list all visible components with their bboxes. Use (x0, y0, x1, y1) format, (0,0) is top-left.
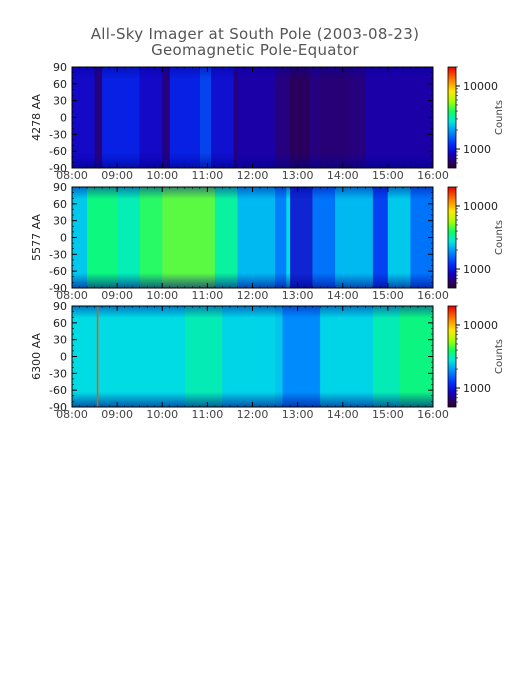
y-tick-label: -60 (49, 384, 67, 397)
y-tick-label: 60 (53, 78, 67, 91)
x-tick-label: 10:00 (146, 408, 178, 421)
x-tick-label: 09:00 (101, 289, 133, 302)
x-tick-label: 16:00 (417, 289, 449, 302)
x-tick-label: 13:00 (282, 289, 314, 302)
y-tick-label: -90 (49, 401, 67, 414)
chart-title: All-Sky Imager at South Pole (2003-08-23… (90, 25, 420, 43)
x-tick-label: 09:00 (101, 408, 133, 421)
x-tick-label: 10:00 (146, 289, 178, 302)
x-tick-label: 12:00 (237, 289, 269, 302)
y-tick-label: 90 (53, 61, 67, 74)
x-tick-label: 13:00 (282, 169, 314, 182)
x-tick-label: 14:00 (327, 289, 359, 302)
y-tick-label: -90 (49, 162, 67, 175)
x-tick-label: 10:00 (146, 169, 178, 182)
x-tick-label: 14:00 (327, 169, 359, 182)
chart-subtitle: Geomagnetic Pole-Equator (151, 41, 359, 59)
y-tick-label: 90 (53, 181, 67, 194)
colorbar-label: Counts (494, 339, 505, 374)
x-tick-label: 09:00 (101, 169, 133, 182)
x-tick-label: 08:00 (56, 169, 88, 182)
x-tick-label: 12:00 (237, 169, 269, 182)
x-tick-label: 12:00 (237, 408, 269, 421)
x-tick-label: 11:00 (192, 289, 224, 302)
colorbar-label: Counts (494, 220, 505, 255)
x-tick-label: 08:00 (56, 289, 88, 302)
colorbar (447, 305, 457, 408)
colorbar (447, 66, 457, 169)
heatmap-streak (96, 306, 99, 407)
y-tick-label: 30 (53, 95, 67, 108)
x-tick-label: 14:00 (327, 408, 359, 421)
y-axis-label: 5577 AA (30, 214, 43, 261)
x-tick-label: 11:00 (192, 408, 224, 421)
y-tick-label: 60 (53, 317, 67, 330)
x-tick-label: 11:00 (192, 169, 224, 182)
colorbar-tick-label: 10000 (463, 200, 498, 213)
y-tick-label: -60 (49, 145, 67, 158)
x-tick-label: 13:00 (282, 408, 314, 421)
y-axis-label: 4278 AA (30, 94, 43, 141)
heatmap-edge-shade (72, 306, 433, 407)
colorbar-tick-label: 10000 (463, 80, 498, 93)
colorbar-tick-label: 1000 (463, 382, 491, 395)
y-tick-label: -90 (49, 282, 67, 295)
y-tick-label: -30 (49, 248, 67, 261)
y-tick-label: 90 (53, 300, 67, 313)
x-tick-label: 16:00 (417, 169, 449, 182)
panel-1: 90 60 30 0 -30 -60 -90 4278 AA 08:00 09:00 10:00 11… (30, 61, 505, 182)
colorbar-tick-label: 10000 (463, 319, 498, 332)
chart-title-block: All-Sky Imager at South Pole (2003-08-23… (0, 26, 510, 58)
y-tick-label: 0 (60, 112, 67, 125)
y-tick-label: -30 (49, 128, 67, 141)
x-tick-label: 15:00 (372, 289, 404, 302)
y-tick-label: 30 (53, 334, 67, 347)
y-tick-label: 0 (60, 232, 67, 245)
y-axis-label: 6300 AA (30, 333, 43, 380)
x-tick-label: 08:00 (56, 408, 88, 421)
colorbar-label: Counts (494, 100, 505, 135)
x-tick-label: 15:00 (372, 408, 404, 421)
heatmap-edge-shade (72, 187, 433, 288)
y-tick-label: -60 (49, 265, 67, 278)
panel-2: 90 60 30 0 -30 -60 -90 5577 AA 08:00 09:00 10:00 11… (30, 181, 505, 302)
panel-3: 90 60 30 0 -30 -60 -90 6300 AA 08:00 09:00 10:00 11… (30, 300, 505, 421)
x-tick-label: 16:00 (417, 408, 449, 421)
colorbar-tick-label: 1000 (463, 263, 491, 276)
x-tick-label: 15:00 (372, 169, 404, 182)
heatmap-edge-shade (72, 67, 433, 168)
y-tick-label: 0 (60, 351, 67, 364)
y-tick-label: 60 (53, 198, 67, 211)
colorbar (447, 186, 457, 289)
colorbar-tick-label: 1000 (463, 143, 491, 156)
y-tick-label: -30 (49, 367, 67, 380)
y-tick-label: 30 (53, 215, 67, 228)
